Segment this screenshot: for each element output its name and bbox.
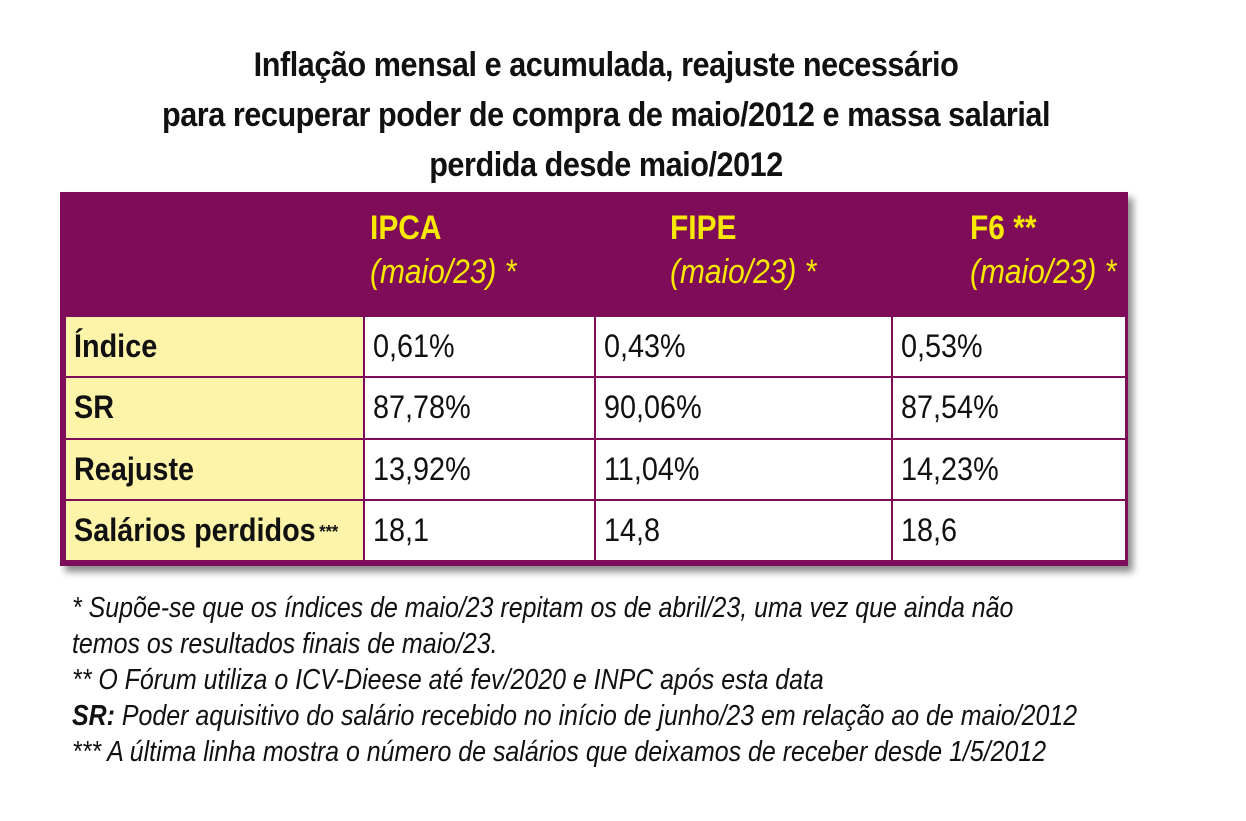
row-label: Salários perdidos *** (64, 498, 365, 563)
value-ipca: 87,78% (363, 376, 596, 440)
row-label: Reajuste (64, 437, 365, 501)
table-row-sr: SR 87,78% 90,06% 87,54% (64, 376, 1127, 440)
value-fipe: 14,8 (594, 498, 893, 563)
title-line-1: Inflação mensal e acumulada, reajuste ne… (253, 46, 959, 84)
value-ipca: 18,1 (363, 498, 596, 563)
value-fipe: 11,04% (594, 437, 893, 501)
table-row-reajuste: Reajuste 13,92% 11,04% 14,23% (64, 437, 1127, 501)
title-line-2: para recuperar poder de compra de maio/2… (161, 96, 1051, 134)
column-name: IPCA (370, 209, 442, 247)
value-f6: 0,53% (891, 314, 1127, 379)
value-f6: 18,6 (891, 498, 1127, 563)
value-f6: 14,23% (891, 437, 1127, 501)
row-label: Índice (64, 314, 365, 379)
footnote-3-text: Poder aquisitivo do salário recebido no … (114, 700, 1078, 732)
column-period: (maio/23) * (670, 253, 817, 291)
footnote-3-term: SR: (72, 700, 115, 732)
row-label: SR (64, 376, 365, 440)
column-header-f6: F6 ** (maio/23) * (970, 206, 1116, 294)
footnote-1-line-2: temos os resultados finais de maio/23. (72, 628, 498, 660)
column-header-fipe: FIPE (maio/23) * (670, 206, 816, 294)
table-row-salarios-perdidos: Salários perdidos *** 18,1 14,8 18,6 (64, 498, 1127, 563)
inflation-table: IPCA (maio/23) * FIPE (maio/23) * F6 ** … (60, 192, 1128, 566)
footnote-marker: *** (319, 521, 339, 542)
footnotes: * Supõe-se que os índices de maio/23 rep… (72, 590, 1077, 770)
footnote-1-line-1: * Supõe-se que os índices de maio/23 rep… (72, 592, 1014, 624)
page-title: Inflação mensal e acumulada, reajuste ne… (61, 40, 1152, 190)
column-name: F6 ** (970, 209, 1037, 247)
value-fipe: 0,43% (594, 314, 893, 379)
title-line-3: perdida desde maio/2012 (429, 146, 783, 184)
column-period: (maio/23) * (370, 253, 517, 291)
data-grid: Índice 0,61% 0,43% 0,53% SR 87,78% 90,06… (64, 314, 1127, 563)
column-period: (maio/23) * (970, 253, 1117, 291)
footnote-4: *** A última linha mostra o número de sa… (72, 736, 1047, 768)
column-header-ipca: IPCA (maio/23) * (370, 206, 516, 294)
table-row-indice: Índice 0,61% 0,43% 0,53% (64, 314, 1127, 379)
value-ipca: 0,61% (363, 314, 596, 379)
footnote-3: SR: Poder aquisitivo do salário recebido… (72, 698, 1077, 734)
value-f6: 87,54% (891, 376, 1127, 440)
column-name: FIPE (670, 209, 737, 247)
value-ipca: 13,92% (363, 437, 596, 501)
footnote-2: ** O Fórum utiliza o ICV-Dieese até fev/… (72, 664, 824, 696)
row-label-text: Salários perdidos (74, 511, 316, 548)
value-fipe: 90,06% (594, 376, 893, 440)
